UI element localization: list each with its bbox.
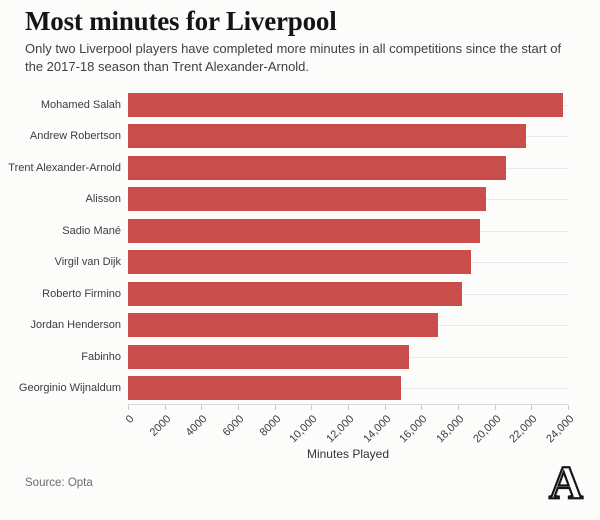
x-axis-tick	[384, 405, 386, 410]
bar-row: Sadio Mané	[0, 215, 568, 247]
x-axis-tick	[311, 405, 313, 410]
bar-row: Andrew Robertson	[0, 121, 568, 153]
bar-track	[128, 121, 568, 153]
bar-row: Georginio Wijnaldum	[0, 373, 568, 405]
bar	[128, 344, 409, 369]
bar-track	[128, 278, 568, 310]
bar-row: Trent Alexander-Arnold	[0, 152, 568, 184]
bar	[128, 313, 438, 338]
bar-row: Mohamed Salah	[0, 89, 568, 121]
category-label: Fabinho	[81, 350, 121, 363]
x-axis-tick	[348, 405, 349, 410]
x-axis-tick	[568, 405, 569, 410]
source-label: Source: Opta	[25, 477, 93, 489]
x-axis-tick	[421, 405, 423, 410]
bar-track	[128, 89, 568, 121]
bar	[128, 187, 486, 212]
bar-track	[128, 184, 568, 216]
bar-row: Fabinho	[0, 341, 568, 373]
bar-track	[128, 310, 568, 342]
bar-row: Alisson	[0, 184, 568, 216]
category-label: Virgil van Dijk	[54, 256, 121, 269]
x-axis-tick	[458, 405, 459, 410]
bar-row: Roberto Firmino	[0, 278, 568, 310]
x-axis-tick	[238, 405, 239, 410]
bar-row: Virgil van Dijk	[0, 247, 568, 279]
x-axis-tick-label: 0	[123, 413, 137, 426]
x-axis-tick	[494, 405, 496, 410]
category-label: Trent Alexander-Arnold	[8, 161, 121, 174]
category-label: Alisson	[85, 193, 121, 206]
bar	[128, 155, 506, 180]
bar	[128, 250, 471, 275]
chart-title: Most minutes for Liverpool	[25, 6, 337, 36]
x-axis-tick	[274, 405, 276, 410]
bar	[128, 124, 526, 149]
x-axis-tick	[531, 405, 533, 410]
x-axis-tick	[164, 405, 166, 410]
category-label: Sadio Mané	[62, 224, 121, 237]
category-label: Georginio Wijnaldum	[18, 382, 121, 395]
bar	[128, 281, 462, 306]
category-label: Andrew Robertson	[29, 130, 121, 143]
bar-track	[128, 215, 568, 247]
category-label: Jordan Henderson	[30, 319, 121, 332]
x-axis: 0 2000 4000 6000 8000 10,000 12,000 14,000 16,00…	[124, 404, 576, 445]
the-athletic-logo-icon: A	[548, 457, 584, 509]
bar-track	[128, 152, 568, 184]
category-label: Mohamed Salah	[40, 98, 121, 111]
x-axis-tick	[201, 405, 203, 410]
x-axis-title: Minutes Played	[306, 447, 390, 461]
bar-track	[128, 373, 568, 405]
bar	[128, 218, 480, 243]
bar-chart: Mohamed Salah Andrew Robertson Trent Alexa…	[0, 89, 568, 404]
category-label: Roberto Firmino	[42, 287, 121, 300]
chart-subtitle: Only two Liverpool players have complete…	[25, 41, 562, 74]
bar-row: Jordan Henderson	[0, 310, 568, 342]
bar	[128, 92, 563, 117]
bar-track	[128, 341, 568, 373]
bar-track	[128, 247, 568, 279]
bar	[128, 376, 402, 401]
x-axis-tick	[128, 405, 129, 410]
